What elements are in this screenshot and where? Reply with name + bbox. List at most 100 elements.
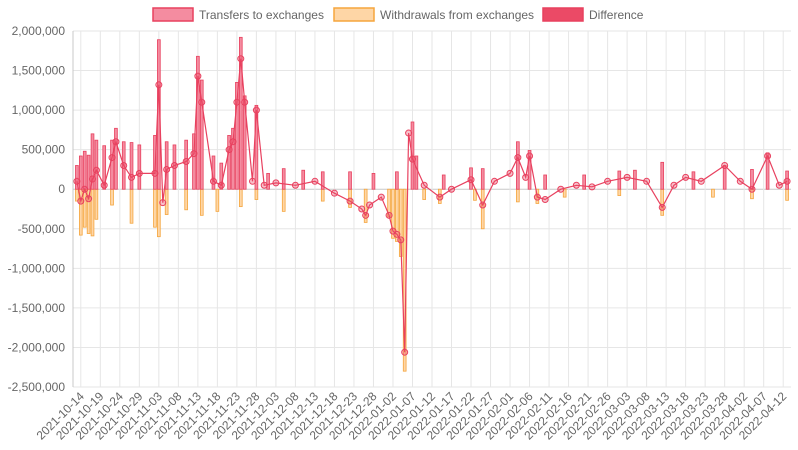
difference-point [682, 173, 690, 181]
chart-legend[interactable]: Transfers to exchanges Withdrawals from e… [152, 7, 644, 22]
transfer-bar [617, 170, 622, 190]
legend-label[interactable]: Difference [589, 8, 644, 22]
transfer-bar [172, 144, 177, 190]
difference-point [623, 173, 631, 181]
legend-label[interactable]: Withdrawals from exchanges [380, 8, 534, 22]
withdrawal-bar [254, 188, 259, 200]
withdrawal-bar [110, 188, 114, 206]
difference-point [217, 181, 225, 189]
legend-swatch[interactable] [152, 7, 194, 22]
withdrawal-bar [785, 188, 789, 201]
transfers-series [75, 36, 789, 190]
difference-point [775, 181, 783, 189]
transfer-bar [691, 171, 696, 190]
difference-point [194, 72, 202, 80]
withdrawal-bar [94, 188, 99, 220]
transfer-bar [320, 171, 325, 190]
transfer-bar [660, 161, 665, 190]
withdrawal-bar [660, 188, 665, 216]
difference-point [697, 177, 705, 185]
withdrawal-bar [320, 188, 325, 202]
difference-series [73, 55, 791, 356]
difference-point [736, 177, 744, 185]
y-tick-label: 2,000,000 [12, 24, 66, 38]
difference-point [92, 166, 100, 174]
difference-point [77, 197, 85, 205]
difference-point [330, 189, 338, 197]
transfer-bar [231, 127, 235, 190]
transfer-bar [516, 141, 520, 190]
withdrawal-bar [153, 188, 157, 228]
difference-point [252, 106, 260, 114]
withdrawal-bar [562, 188, 567, 198]
y-axis: 2,000,000 1,500,000 1,000,000 500,000 0 -500,… [8, 24, 74, 394]
difference-point [233, 98, 241, 106]
difference-point [128, 173, 136, 181]
y-tick-label: 1,500,000 [12, 64, 66, 78]
difference-point [467, 176, 475, 184]
difference-point [522, 173, 530, 181]
difference-point [73, 177, 81, 185]
difference-point [89, 175, 97, 183]
withdrawal-bar [238, 188, 243, 208]
difference-point [748, 185, 756, 193]
difference-point [163, 165, 171, 173]
y-tick-label: 1,000,000 [12, 103, 66, 117]
difference-point [436, 193, 444, 201]
withdrawal-bar [516, 188, 520, 203]
legend-label[interactable]: Transfers to exchanges [199, 8, 324, 22]
withdrawal-bar [157, 188, 161, 238]
difference-point [237, 55, 245, 63]
withdrawal-bar [199, 188, 204, 216]
difference-point [108, 154, 116, 162]
difference-point [260, 181, 268, 189]
y-tick-label: -2,500,000 [8, 380, 66, 394]
withdrawal-bar [82, 188, 87, 228]
transfer-bar [137, 144, 142, 190]
transfer-bar [543, 174, 547, 190]
difference-point [358, 205, 366, 213]
transfer-bar [129, 142, 134, 190]
difference-point [420, 181, 428, 189]
difference-point [85, 195, 93, 203]
legend-swatch[interactable] [542, 7, 584, 22]
transfer-bar [348, 171, 352, 190]
transfer-bar [78, 155, 83, 190]
transfer-bar [254, 104, 259, 190]
difference-point [401, 348, 409, 356]
transfer-bar [266, 172, 270, 190]
difference-point [151, 169, 159, 177]
difference-point [408, 155, 416, 163]
difference-point [170, 161, 178, 169]
withdrawal-bar [480, 188, 485, 230]
difference-point [346, 197, 354, 205]
difference-point [120, 161, 128, 169]
difference-point [209, 177, 217, 185]
difference-point [393, 230, 401, 238]
transfer-bar [94, 139, 99, 190]
transfer-bar [82, 150, 87, 190]
legend-swatch[interactable] [333, 7, 375, 22]
y-tick-label: -500,000 [18, 222, 66, 236]
difference-point [721, 161, 729, 169]
transfer-bar [582, 174, 586, 190]
difference-point [479, 201, 487, 209]
transfer-bar [86, 154, 91, 190]
chart-grid [73, 30, 791, 388]
difference-point [541, 196, 549, 204]
transfer-bar [192, 133, 196, 190]
difference-point [272, 179, 280, 187]
difference-point [506, 169, 514, 177]
difference-point [514, 154, 522, 162]
transfer-bar [227, 135, 231, 190]
transfer-bar [469, 167, 473, 190]
transfer-bar [371, 172, 376, 190]
withdrawal-bar [184, 188, 188, 211]
transfer-bar [281, 168, 286, 190]
transfer-bar [722, 165, 727, 190]
transfer-bar [199, 79, 204, 190]
withdrawal-bar [129, 188, 134, 224]
difference-point [249, 177, 256, 185]
transfer-bar [196, 55, 200, 190]
